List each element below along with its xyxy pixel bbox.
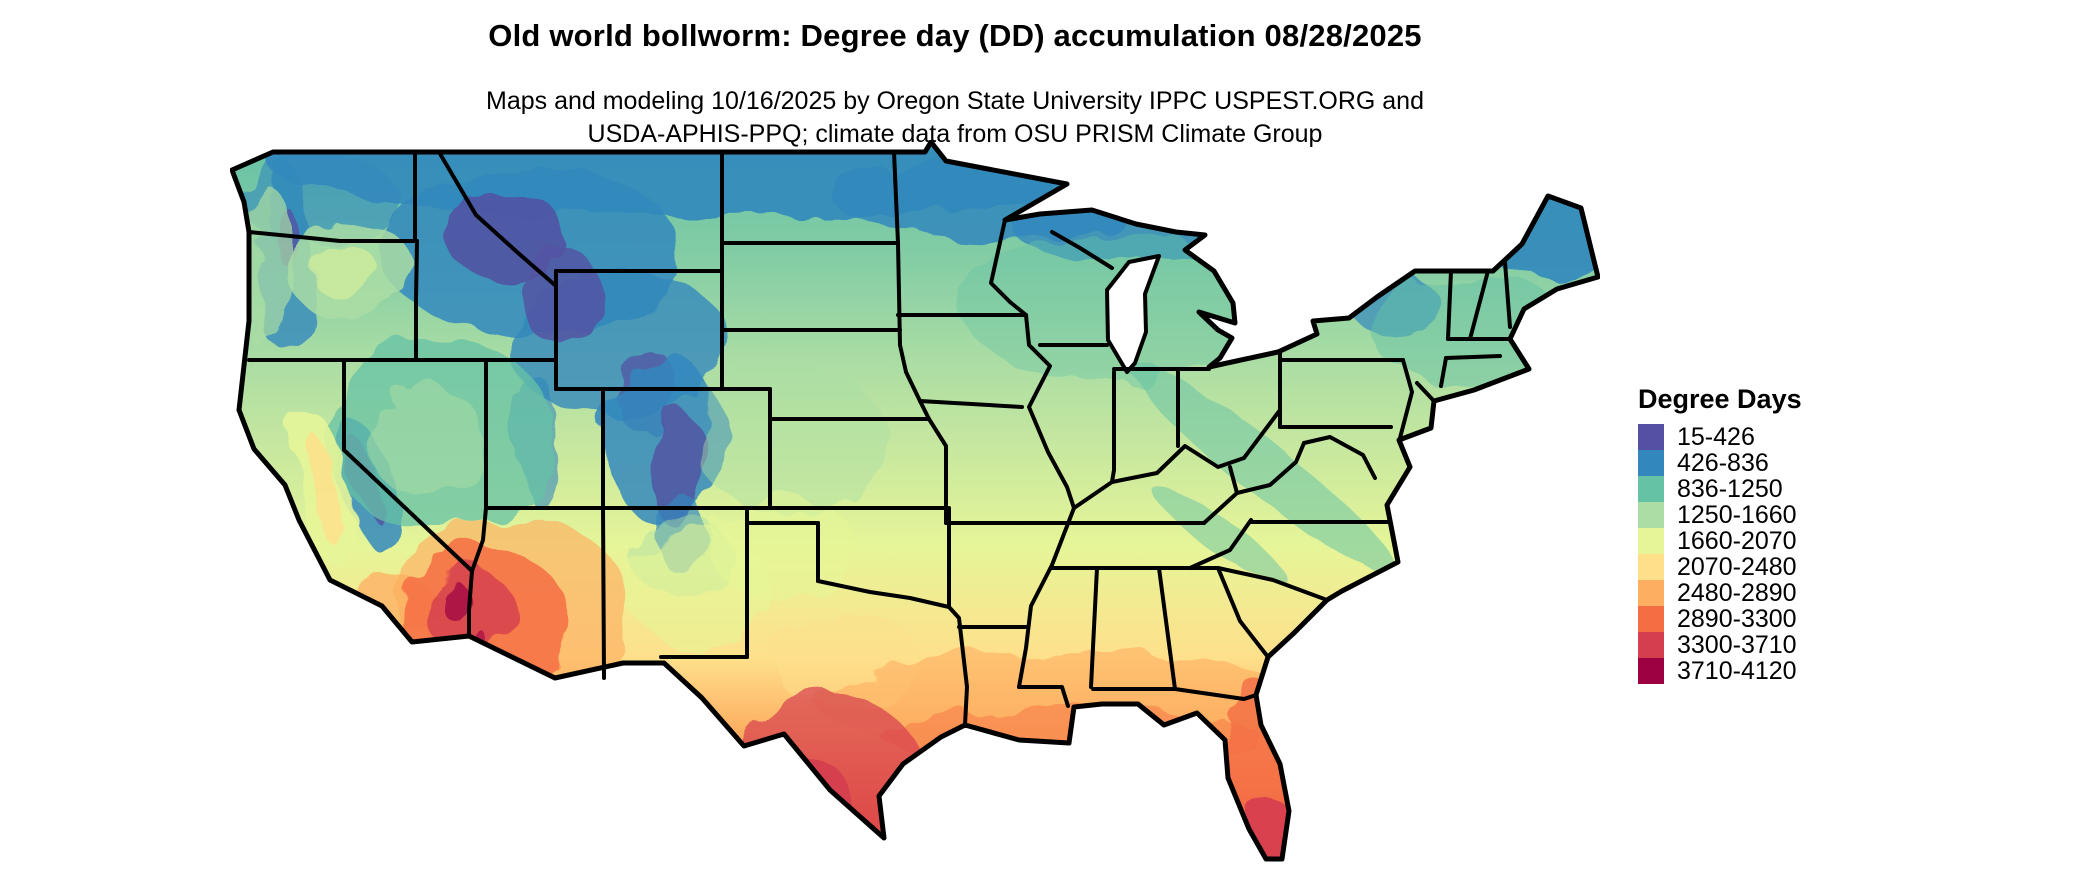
legend-label: 2890-3300 bbox=[1677, 604, 1797, 633]
legend-label: 15-426 bbox=[1677, 422, 1755, 451]
legend-item: 15-426 bbox=[1638, 422, 1898, 451]
legend-swatch bbox=[1638, 632, 1664, 658]
legend-label: 836-1250 bbox=[1677, 474, 1783, 503]
us-map-svg bbox=[229, 139, 1601, 862]
page-title: Old world bollworm: Degree day (DD) accu… bbox=[488, 18, 1422, 53]
legend-item: 3300-3710 bbox=[1638, 630, 1898, 659]
legend-swatch bbox=[1638, 528, 1664, 554]
legend-swatch bbox=[1638, 450, 1664, 476]
state-borders bbox=[247, 150, 1512, 727]
subtitle-line-2: USDA-APHIS-PPQ; climate data from OSU PR… bbox=[587, 120, 1323, 148]
legend-item: 3710-4120 bbox=[1638, 656, 1898, 685]
lake-michigan bbox=[1105, 254, 1161, 374]
legend-label: 2480-2890 bbox=[1677, 578, 1797, 607]
legend-item: 426-836 bbox=[1638, 448, 1898, 477]
legend-swatch bbox=[1638, 476, 1664, 502]
legend-swatch bbox=[1638, 580, 1664, 606]
us-outline bbox=[229, 139, 1601, 862]
legend-item: 2890-3300 bbox=[1638, 604, 1898, 633]
legend-item: 2070-2480 bbox=[1638, 552, 1898, 581]
legend-swatch bbox=[1638, 658, 1664, 684]
legend-swatch bbox=[1638, 554, 1664, 580]
legend-label: 1250-1660 bbox=[1677, 500, 1797, 529]
us-degree-day-map bbox=[229, 139, 1601, 880]
legend-label: 3300-3710 bbox=[1677, 630, 1797, 659]
subtitle-line-1: Maps and modeling 10/16/2025 by Oregon S… bbox=[486, 87, 1424, 115]
legend-label: 2070-2480 bbox=[1677, 552, 1797, 581]
legend-swatch bbox=[1638, 606, 1664, 632]
subtitle: Maps and modeling 10/16/2025 by Oregon S… bbox=[330, 85, 1580, 151]
legend-label: 3710-4120 bbox=[1677, 656, 1797, 685]
legend-label: 426-836 bbox=[1677, 448, 1769, 477]
legend-item: 836-1250 bbox=[1638, 474, 1898, 503]
legend-item: 1660-2070 bbox=[1638, 526, 1898, 555]
legend: Degree Days 15-426 426-836 836-1250 1250… bbox=[1638, 384, 1898, 685]
legend-title: Degree Days bbox=[1638, 384, 1802, 414]
legend-item: 2480-2890 bbox=[1638, 578, 1898, 607]
legend-swatch bbox=[1638, 424, 1664, 450]
legend-item: 1250-1660 bbox=[1638, 500, 1898, 529]
legend-swatch bbox=[1638, 502, 1664, 528]
legend-label: 1660-2070 bbox=[1677, 526, 1797, 555]
